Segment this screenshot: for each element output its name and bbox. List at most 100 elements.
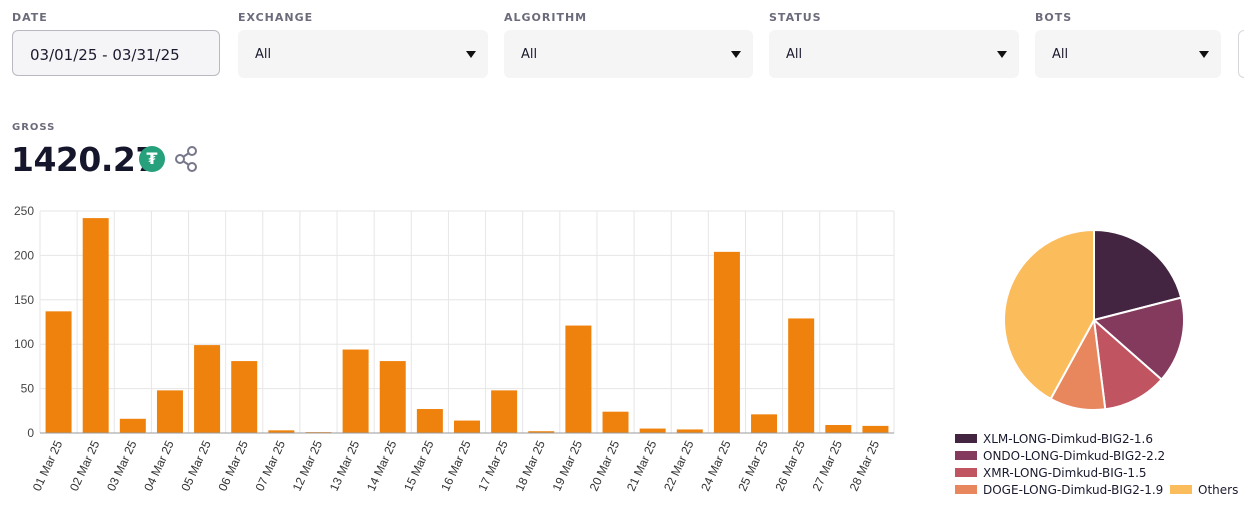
legend-item[interactable]: XLM-LONG-Dimkud-BIG2-1.6 — [955, 432, 1153, 446]
x-tick-label: 28 Mar 25 — [847, 438, 883, 493]
status-filter-label: STATUS — [769, 11, 822, 24]
algorithm-select-value: All — [521, 47, 538, 62]
x-tick-label: 18 Mar 25 — [512, 438, 548, 493]
x-tick-label: 19 Mar 25 — [550, 438, 586, 493]
x-tick-label: 13 Mar 25 — [327, 438, 363, 493]
x-tick-label: 22 Mar 25 — [661, 438, 697, 493]
legend-item[interactable]: ONDO-LONG-Dimkud-BIG2-2.2 — [955, 449, 1165, 463]
legend-swatch — [955, 451, 977, 460]
legend-label: Others — [1198, 483, 1239, 497]
bar-06-mar-25[interactable] — [231, 361, 258, 433]
date-filter-label: DATE — [12, 11, 48, 24]
x-tick-label: 12 Mar 25 — [290, 438, 326, 493]
y-tick-label: 100 — [14, 337, 34, 351]
x-tick-label: 21 Mar 25 — [624, 438, 660, 493]
x-tick-label: 14 Mar 25 — [364, 438, 400, 493]
bar-04-mar-25[interactable] — [156, 390, 183, 433]
legend-swatch — [1170, 485, 1192, 494]
bar-01-mar-25[interactable] — [45, 311, 72, 433]
exchange-select-value: All — [255, 47, 272, 62]
legend-label: ONDO-LONG-Dimkud-BIG2-2.2 — [983, 449, 1166, 463]
status-select[interactable]: All — [769, 30, 1019, 78]
bar-22-mar-25[interactable] — [676, 429, 703, 433]
y-tick-label: 200 — [14, 248, 34, 262]
x-tick-label: 24 Mar 25 — [698, 438, 734, 493]
pie-slice-others[interactable] — [1003, 228, 1095, 401]
share-icon[interactable] — [173, 145, 199, 173]
bar-03-mar-25[interactable] — [119, 418, 146, 433]
y-tick-label: 50 — [21, 382, 35, 396]
bar-24-mar-25[interactable] — [713, 251, 740, 433]
caret-down-icon — [1199, 51, 1209, 58]
legend-swatch — [955, 468, 977, 477]
bar-26-mar-25[interactable] — [788, 318, 815, 433]
legend-item[interactable]: DOGE-LONG-Dimkud-BIG2-1.9 — [955, 483, 1163, 497]
x-tick-label: 01 Mar 25 — [30, 438, 66, 493]
x-tick-label: 20 Mar 25 — [587, 438, 623, 493]
x-tick-label: 27 Mar 25 — [810, 438, 846, 493]
x-tick-label: 26 Mar 25 — [772, 438, 808, 493]
caret-down-icon — [997, 51, 1007, 58]
bar-27-mar-25[interactable] — [825, 425, 852, 433]
bot-share-pie-chart — [1003, 228, 1185, 411]
bar-19-mar-25[interactable] — [565, 325, 592, 433]
y-tick-label: 250 — [14, 204, 34, 218]
bar-chart-x-axis: 01 Mar 25 02 Mar 25 03 Mar 25 04 Mar 25 05 M… — [30, 432, 894, 493]
algorithm-select[interactable]: All — [504, 30, 753, 78]
algorithm-filter-label: ALGORITHM — [504, 11, 588, 24]
bots-filter-label: BOTS — [1035, 11, 1073, 24]
legend-label: XMR-LONG-Dimkud-BIG-1.5 — [983, 466, 1147, 480]
exchange-select[interactable]: All — [238, 30, 488, 78]
x-tick-label: 05 Mar 25 — [178, 438, 214, 493]
x-tick-label: 07 Mar 25 — [253, 438, 289, 493]
x-tick-label: 16 Mar 25 — [438, 438, 474, 493]
bar-05-mar-25[interactable] — [194, 345, 221, 433]
legend-swatch — [955, 485, 977, 494]
bar-07-mar-25[interactable] — [268, 430, 295, 433]
bar-21-mar-25[interactable] — [639, 428, 666, 433]
tether-icon: ₮ — [139, 146, 165, 172]
legend-item[interactable]: XMR-LONG-Dimkud-BIG-1.5 — [955, 466, 1147, 480]
date-range-value: 03/01/25 - 03/31/25 — [30, 46, 180, 64]
bar-25-mar-25[interactable] — [751, 414, 778, 433]
daily-gross-bar-chart: 0 50 100 150 200 250 01 Mar 25 02 Mar 25 03 Mar… — [14, 204, 895, 493]
bar-02-mar-25[interactable] — [82, 218, 109, 433]
bar-chart-grid — [39, 210, 895, 434]
pie-chart-slices — [1003, 228, 1185, 411]
x-tick-label: 03 Mar 25 — [104, 438, 140, 493]
bar-16-mar-25[interactable] — [454, 420, 480, 433]
legend-label: XLM-LONG-Dimkud-BIG2-1.6 — [983, 432, 1153, 446]
bots-select-value: All — [1052, 47, 1069, 62]
x-tick-label: 15 Mar 25 — [401, 438, 437, 493]
x-tick-label: 02 Mar 25 — [67, 438, 103, 493]
exchange-filter-label: EXCHANGE — [238, 11, 314, 24]
pie-slice-xlm-long-dimkud-big2-1-6[interactable] — [1093, 228, 1183, 322]
additional-filter-control[interactable] — [1238, 30, 1244, 78]
legend-swatch — [955, 434, 977, 443]
caret-down-icon — [731, 51, 741, 58]
pie-slice-ondo-long-dimkud-big2-2-2[interactable] — [1091, 296, 1185, 381]
bots-select[interactable]: All — [1035, 30, 1221, 78]
pie-slice-xmr-long-dimkud-big-1-5[interactable] — [1092, 317, 1163, 411]
gross-label: GROSS — [12, 122, 56, 133]
legend-item[interactable]: Others — [1170, 483, 1238, 497]
filter-bar: DATE 03/01/25 - 03/31/25 EXCHANGE All AL… — [0, 0, 1244, 90]
bar-17-mar-25[interactable] — [491, 390, 518, 433]
bar-28-mar-25[interactable] — [862, 425, 889, 433]
bar-14-mar-25[interactable] — [379, 361, 406, 433]
y-tick-label: 0 — [27, 426, 34, 440]
bar-18-mar-25[interactable] — [528, 431, 555, 433]
x-tick-label: 17 Mar 25 — [475, 438, 511, 493]
x-tick-label: 04 Mar 25 — [141, 438, 177, 493]
date-range-input[interactable]: 03/01/25 - 03/31/25 — [12, 30, 220, 76]
legend-label: DOGE-LONG-Dimkud-BIG2-1.9 — [983, 483, 1164, 497]
bar-15-mar-25[interactable] — [416, 409, 443, 433]
status-select-value: All — [786, 47, 803, 62]
bar-chart-bars — [45, 218, 889, 433]
caret-down-icon — [466, 51, 476, 58]
x-tick-label: 06 Mar 25 — [215, 438, 251, 493]
bar-chart-y-axis: 0 50 100 150 200 250 — [14, 204, 34, 440]
bar-13-mar-25[interactable] — [342, 349, 369, 433]
pie-chart-legend: XLM-LONG-Dimkud-BIG2-1.6 ONDO-LONG-Dimkud… — [955, 430, 1244, 500]
bar-20-mar-25[interactable] — [602, 411, 629, 433]
